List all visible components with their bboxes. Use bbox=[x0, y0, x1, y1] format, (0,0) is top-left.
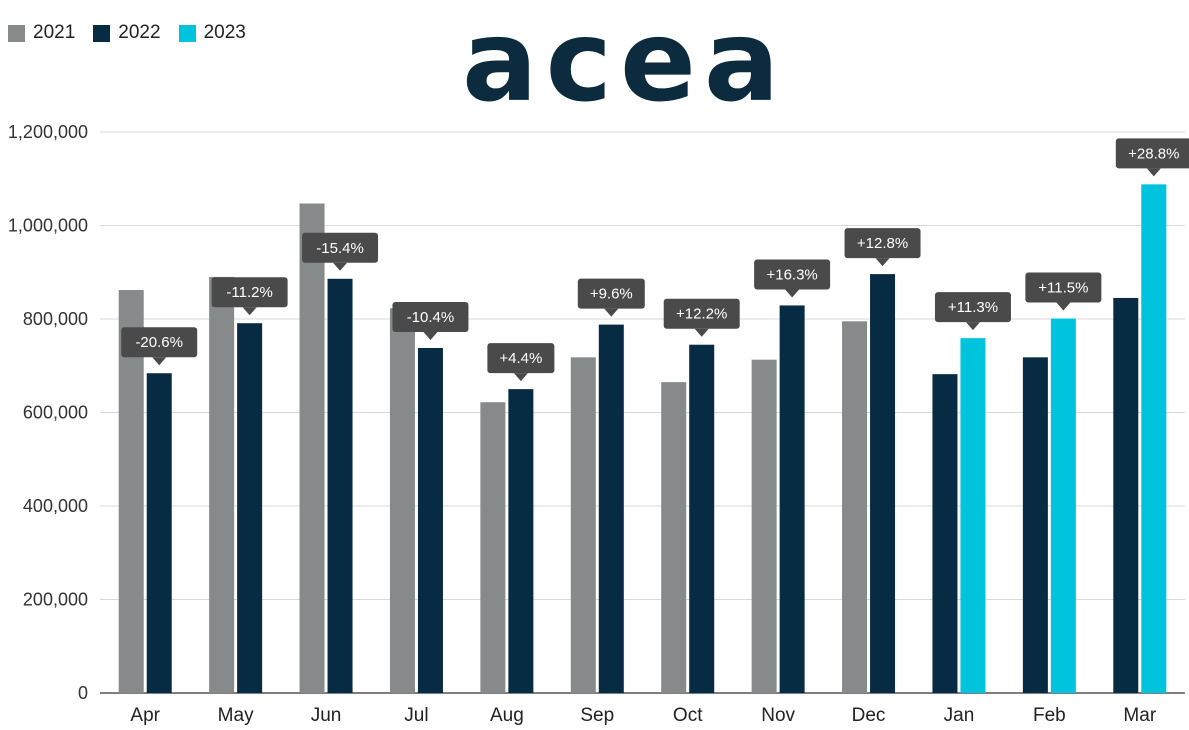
bar-2022-oct bbox=[689, 344, 715, 693]
change-callout-pointer bbox=[1146, 168, 1161, 177]
x-tick-label: Jul bbox=[404, 705, 428, 726]
y-tick-label: 600,000 bbox=[23, 403, 88, 423]
x-tick-label: Jun bbox=[311, 705, 342, 726]
bar-2022-apr bbox=[146, 373, 172, 693]
bar-2021-jun bbox=[299, 203, 325, 693]
bar-2022-may bbox=[237, 323, 263, 693]
legend-label-2021: 2021 bbox=[33, 22, 76, 43]
change-callout-box bbox=[392, 301, 469, 332]
x-tick-label: Mar bbox=[1123, 705, 1156, 726]
change-callout-pointer bbox=[242, 307, 257, 316]
legend-label-2023: 2023 bbox=[203, 22, 246, 43]
change-label: +28.8% bbox=[1128, 145, 1179, 162]
bar-2021-jul bbox=[389, 308, 415, 693]
x-tick-label: Sep bbox=[580, 705, 614, 726]
change-callout-box bbox=[577, 278, 645, 309]
bar-2021-may bbox=[209, 276, 235, 693]
change-label: +12.2% bbox=[676, 306, 727, 323]
change-label: +12.8% bbox=[857, 235, 908, 252]
bar-2022-nov bbox=[779, 305, 805, 693]
change-label: -11.2% bbox=[226, 284, 272, 301]
change-callout-box bbox=[663, 298, 740, 329]
change-label: -20.6% bbox=[135, 334, 183, 351]
bar-2021-aug bbox=[480, 402, 506, 693]
legend-swatch-2022 bbox=[93, 24, 111, 42]
legend-swatch-2021 bbox=[8, 24, 25, 42]
x-tick-label: Feb bbox=[1033, 705, 1066, 726]
y-tick-label: 1,200,000 bbox=[8, 122, 88, 142]
bar-2023-mar bbox=[1141, 184, 1167, 694]
bar-2022-mar bbox=[1113, 297, 1139, 693]
bar-2021-oct bbox=[661, 382, 687, 693]
change-callout-box bbox=[487, 343, 555, 374]
legend-item-2022: 2022 bbox=[93, 22, 161, 44]
y-tick-label: 200,000 bbox=[23, 590, 88, 610]
bar-2022-aug bbox=[508, 389, 534, 693]
legend-label-2022: 2022 bbox=[118, 22, 161, 43]
bar-2022-feb bbox=[1022, 357, 1048, 693]
change-callout-pointer bbox=[333, 262, 348, 271]
change-callout-pointer bbox=[694, 328, 709, 337]
bar-2022-sep bbox=[598, 324, 624, 693]
x-tick-label: May bbox=[218, 705, 254, 726]
change-label: -15.4% bbox=[316, 240, 364, 257]
change-label: +9.6% bbox=[590, 286, 633, 303]
change-label: +11.3% bbox=[948, 299, 998, 316]
bar-2022-jan bbox=[932, 374, 958, 693]
legend: 2021 2022 2023 bbox=[8, 22, 246, 44]
legend-item-2021: 2021 bbox=[8, 22, 75, 44]
bar-2022-dec bbox=[870, 274, 896, 693]
x-tick-label: Dec bbox=[852, 705, 886, 726]
x-tick-label: Nov bbox=[761, 705, 795, 726]
change-callout-box bbox=[121, 327, 198, 358]
bar-2023-jan bbox=[960, 338, 986, 693]
bar-2022-jul bbox=[417, 347, 443, 693]
y-tick-label: 800,000 bbox=[23, 309, 88, 329]
bar-2021-sep bbox=[570, 357, 596, 693]
change-callout-box bbox=[844, 228, 921, 259]
change-callout-pointer bbox=[152, 357, 167, 366]
change-callout-pointer bbox=[1056, 302, 1071, 311]
change-callout-pointer bbox=[875, 258, 890, 267]
change-label: -10.4% bbox=[407, 309, 455, 326]
bar-2023-feb bbox=[1050, 318, 1076, 693]
y-tick-label: 1,000,000 bbox=[8, 216, 88, 236]
change-callout-box bbox=[754, 259, 831, 290]
x-tick-label: Jan bbox=[944, 705, 975, 726]
legend-swatch-2023 bbox=[178, 24, 196, 42]
change-callout-pointer bbox=[965, 322, 980, 331]
change-callout-pointer bbox=[604, 308, 619, 317]
change-callout-box bbox=[211, 277, 288, 308]
x-tick-label: Apr bbox=[130, 705, 160, 726]
change-callout-box bbox=[1115, 138, 1189, 169]
change-callout-box bbox=[934, 292, 1011, 323]
legend-item-2023: 2023 bbox=[178, 22, 246, 44]
y-tick-label: 0 bbox=[78, 683, 88, 703]
x-tick-label: Oct bbox=[673, 705, 703, 726]
acea-logo: acea bbox=[462, 0, 788, 127]
change-callout-box bbox=[302, 232, 379, 263]
change-label: +16.3% bbox=[766, 266, 817, 283]
change-callout-pointer bbox=[513, 373, 528, 382]
change-callout-pointer bbox=[785, 289, 800, 298]
change-callout-pointer bbox=[423, 331, 438, 340]
bar-2022-jun bbox=[327, 278, 353, 693]
change-callout-box bbox=[1025, 272, 1102, 303]
bar-2021-nov bbox=[751, 359, 777, 693]
bar-2021-dec bbox=[842, 321, 868, 693]
y-tick-label: 400,000 bbox=[23, 496, 88, 516]
change-label: +4.4% bbox=[499, 350, 542, 367]
change-label: +11.5% bbox=[1038, 280, 1088, 297]
x-tick-label: Aug bbox=[490, 705, 524, 726]
